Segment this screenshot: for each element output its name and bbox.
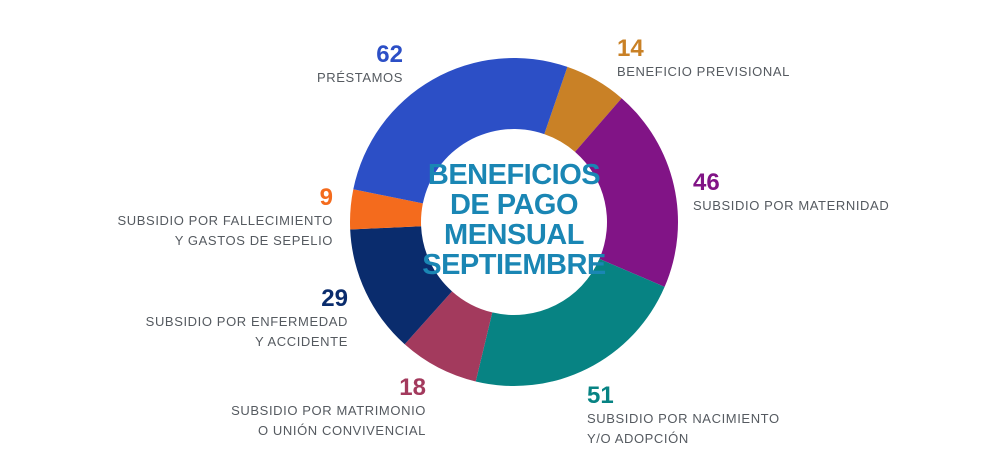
donut-slice-4: [350, 226, 453, 345]
slice-label-subsidio-fallecimiento: 9 SUBSIDIO POR FALLECIMIENTO Y GASTOS DE…: [118, 185, 333, 251]
slice-name: SUBSIDIO POR NACIMIENTO Y/O ADOPCIÓN: [587, 411, 780, 446]
slice-name: PRÉSTAMOS: [316, 70, 403, 85]
slice-name: SUBSIDIO POR MATRIMONIO O UNIÓN CONVIVEN…: [231, 403, 426, 438]
chart-title-line-1: BENEFICIOS: [427, 159, 601, 191]
slice-value: 62: [376, 41, 403, 68]
chart-title-line-4: SEPTIEMBRE: [422, 249, 606, 281]
donut-slice-6: [353, 58, 568, 204]
donut-slice-3: [404, 291, 493, 382]
slice-label-prestamos: 62 PRÉSTAMOS: [317, 42, 403, 88]
slice-value: 18: [399, 374, 426, 401]
slice-name: SUBSIDIO POR MATERNIDAD: [693, 198, 890, 213]
donut-slice-5: [350, 189, 423, 230]
donut-slice-2: [475, 258, 665, 386]
chart-title: BENEFICIOS DE PAGO MENSUAL SEPTIEMBRE: [414, 160, 614, 280]
donut-slice-0: [544, 66, 622, 152]
donut-slice-1: [575, 98, 678, 287]
slice-label-subsidio-enfermedad: 29 SUBSIDIO POR ENFERMEDAD Y ACCIDENTE: [146, 286, 348, 352]
chart-title-line-3: MENSUAL: [444, 219, 584, 251]
slice-label-beneficio-previsional: 14 BENEFICIO PREVISIONAL: [617, 36, 790, 82]
slice-label-subsidio-maternidad: 46 SUBSIDIO POR MATERNIDAD: [693, 170, 889, 216]
slice-value: 9: [319, 184, 333, 211]
slice-value: 51: [587, 382, 614, 409]
slice-value: 46: [693, 169, 720, 196]
slice-name: SUBSIDIO POR ENFERMEDAD Y ACCIDENTE: [145, 314, 348, 349]
slice-value: 14: [617, 35, 644, 62]
slice-value: 29: [321, 285, 348, 312]
slice-name: SUBSIDIO POR FALLECIMIENTO Y GASTOS DE S…: [117, 213, 333, 248]
chart-title-line-2: DE PAGO: [449, 189, 579, 221]
slice-label-subsidio-nacimiento: 51 SUBSIDIO POR NACIMIENTO Y/O ADOPCIÓN: [587, 383, 780, 449]
slice-label-subsidio-matrimonio: 18 SUBSIDIO POR MATRIMONIO O UNIÓN CONVI…: [231, 375, 426, 441]
slice-name: BENEFICIO PREVISIONAL: [617, 64, 790, 79]
